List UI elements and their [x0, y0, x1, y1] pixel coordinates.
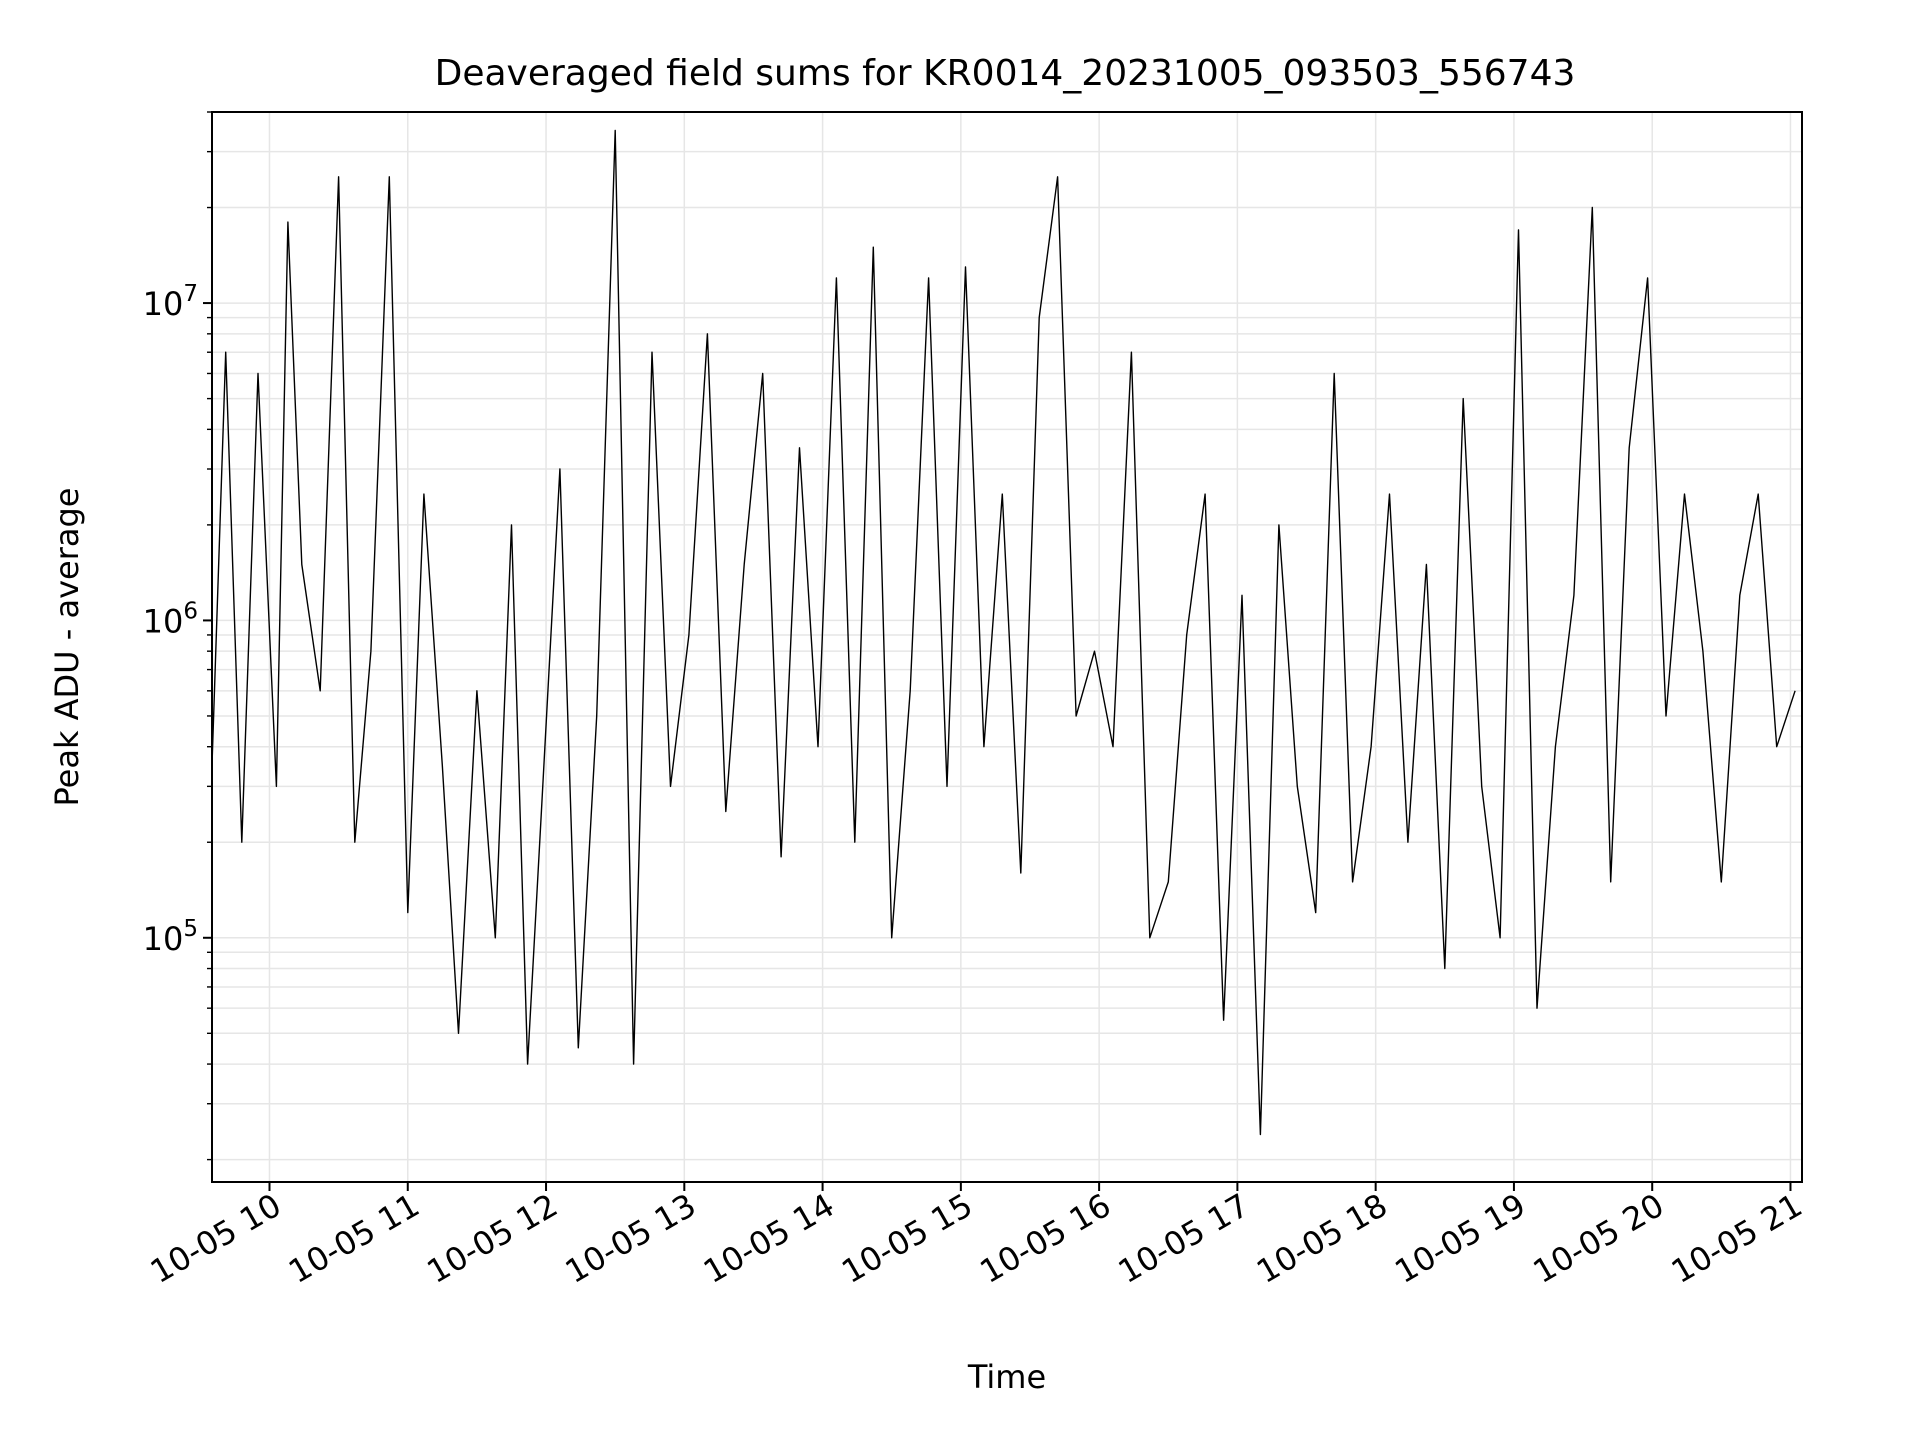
y-tick-label-exponent: 6 [183, 598, 198, 624]
y-tick-label-base: 10 [143, 602, 184, 640]
y-tick-label: 107 [143, 281, 198, 323]
y-axis-label: Peak ADU - average [48, 488, 86, 807]
y-tick-label-base: 10 [143, 920, 184, 958]
y-tick-label: 106 [143, 598, 198, 640]
series-line [211, 129, 1796, 1136]
y-grid [212, 111, 1802, 1161]
plot-frame [211, 111, 1803, 1183]
y-tick-label-exponent: 7 [183, 281, 198, 307]
y-tick-label-exponent: 5 [183, 916, 198, 942]
y-tick-label-base: 10 [143, 285, 184, 323]
chart-title: Deaveraged field sums for KR0014_2023100… [435, 53, 1576, 94]
y-tick-label: 105 [143, 916, 198, 958]
x-axis-label: Time [967, 1358, 1046, 1396]
